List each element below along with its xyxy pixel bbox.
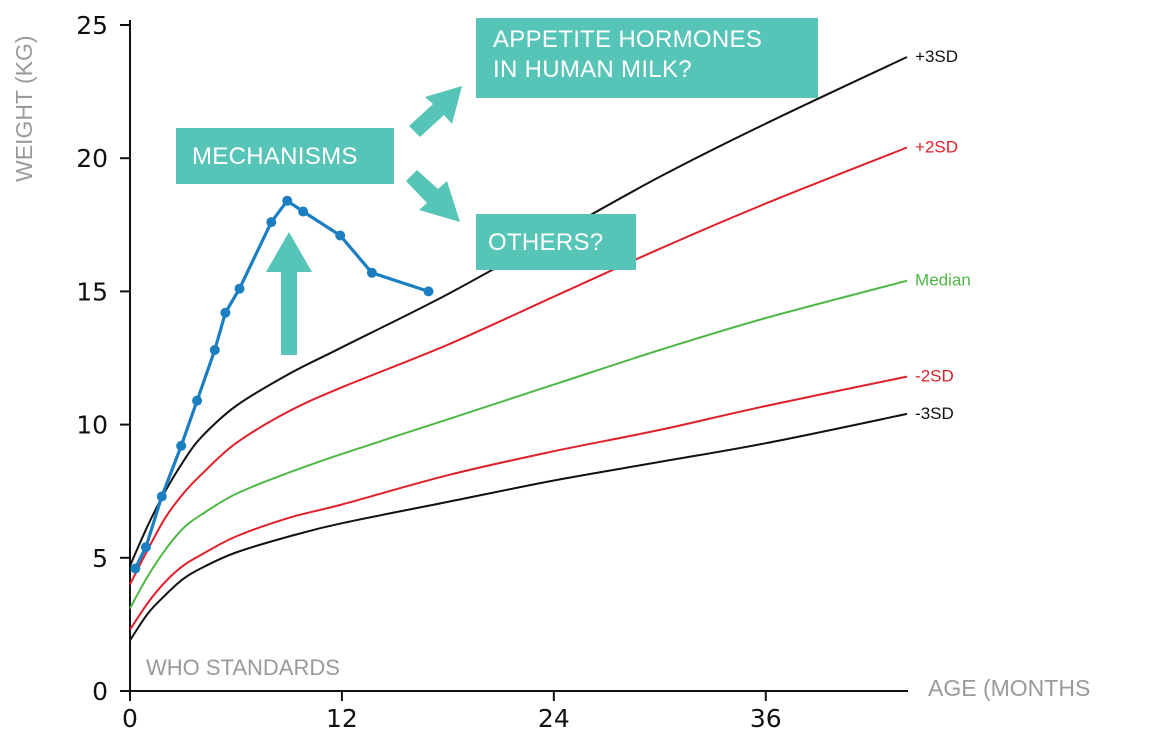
y-tick-label: 0 [92,677,108,706]
data-point [156,491,167,502]
reference-curves: +3SD +2SD Median -2SD -3SD [129,47,971,641]
others-text: OTHERS? [488,229,604,256]
measured-series [130,195,434,574]
data-point [220,307,231,318]
data-point [335,230,346,241]
data-point [266,217,277,228]
y-tick-label: 15 [76,277,108,306]
reference-curve [129,412,908,641]
reference-curve [129,56,908,567]
appetite-hormones-line-2: IN HUMAN MILK? [493,56,692,83]
data-point [423,286,434,297]
mechanisms-text: MECHANISMS [192,143,358,170]
x-tick-label: 0 [122,704,138,733]
mechanisms-box: MECHANISMS [176,128,394,184]
reference-curve [129,279,908,609]
curve-label: Median [915,271,971,290]
data-point [298,206,309,217]
x-tick-label: 12 [326,704,358,733]
y-tick-label: 25 [76,11,108,40]
y-axis-title: WEIGHT (KG) [11,35,37,182]
arrow-down-right-icon [406,170,460,222]
axis-titles: AGE (MONTHS WEIGHT (KG) WHO STANDARDS [11,35,1090,701]
curve-label: -2SD [915,367,954,386]
arrow-up-icon [266,232,312,355]
data-point [176,440,187,451]
curve-label: -3SD [915,404,954,423]
data-point [209,345,220,355]
data-point [282,195,293,206]
reference-curve [129,146,908,585]
y-tick-label: 10 [76,411,108,440]
arrows [266,86,462,355]
appetite-hormones-box: APPETITE HORMONES IN HUMAN MILK? [476,18,818,98]
y-tick-label: 5 [92,544,108,573]
curve-label: +2SD [915,138,958,157]
who-standards-label: WHO STANDARDS [146,655,340,680]
arrow-up-right-icon [409,86,462,137]
x-tick-label: 36 [750,704,782,733]
data-point [234,283,245,294]
data-point [140,542,151,553]
curve-label: +3SD [915,47,958,66]
axes: 0 5 10 15 20 25 0 12 24 36 [76,11,908,733]
x-axis-title: AGE (MONTHS [928,675,1090,701]
data-point [130,563,141,574]
appetite-hormones-line-1: APPETITE HORMONES [493,26,763,53]
data-point [366,267,377,278]
series-line [133,199,429,570]
y-tick-label: 20 [76,144,108,173]
others-box: OTHERS? [476,214,636,270]
data-point [192,395,203,406]
reference-curve [129,375,908,631]
x-tick-label: 24 [538,704,570,733]
